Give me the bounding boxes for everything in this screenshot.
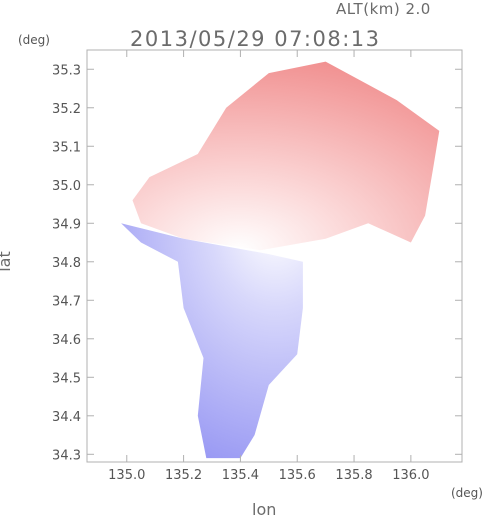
region-north: [132, 61, 440, 251]
x-axis-unit: (deg): [451, 486, 483, 500]
timestamp-title: 2013/05/29 07:08:13: [130, 27, 381, 51]
y-tick-label: 34.5: [52, 371, 81, 386]
region-south: [121, 223, 303, 459]
y-axis-unit: (deg): [18, 33, 50, 47]
velocity-regions: [121, 61, 440, 459]
y-tick-label: 35.0: [52, 179, 81, 194]
y-tick-label: 35.1: [52, 140, 81, 155]
y-ticks: 34.3 34.4 34.5 34.6 34.7 34.8 34.9 35.0 35.1 35.2…: [52, 63, 462, 463]
y-tick-label: 35.3: [52, 63, 81, 78]
y-tick-label: 35.2: [52, 102, 81, 117]
x-tick-label: 135.2: [165, 468, 202, 483]
x-tick-label: 135.6: [279, 468, 316, 483]
y-tick-label: 34.6: [52, 333, 81, 348]
y-tick-label: 34.8: [52, 256, 81, 271]
x-tick-label: 135.0: [108, 468, 145, 483]
y-tick-label: 34.7: [52, 294, 81, 309]
x-ticks: 135.0 135.2 135.4 135.6 135.8 136.0: [108, 50, 429, 483]
x-tick-label: 136.0: [392, 468, 429, 483]
y-tick-label: 34.4: [52, 410, 81, 425]
altitude-label: ALT(km) 2.0: [336, 0, 431, 18]
x-axis-label: lon: [252, 500, 277, 519]
x-tick-label: 135.8: [335, 468, 372, 483]
y-tick-label: 34.3: [52, 448, 81, 463]
y-tick-label: 34.9: [52, 217, 81, 232]
plot-frame: [86, 49, 463, 463]
x-tick-label: 135.4: [222, 468, 259, 483]
plot-border: [86, 49, 463, 463]
